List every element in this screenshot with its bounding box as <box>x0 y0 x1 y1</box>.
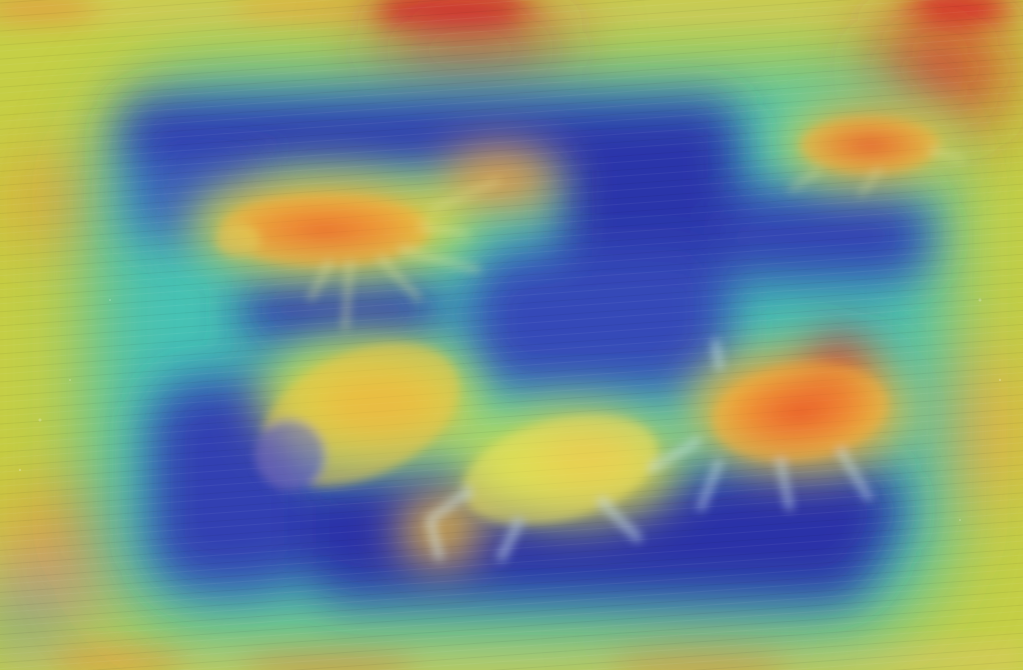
aphid-icon <box>648 339 888 512</box>
aphid-icon <box>255 343 459 490</box>
aphid-icon <box>788 117 966 197</box>
insects <box>216 117 966 562</box>
aphid-icon <box>216 178 501 331</box>
aphid-icon <box>425 415 658 562</box>
speckle <box>18 298 1002 521</box>
